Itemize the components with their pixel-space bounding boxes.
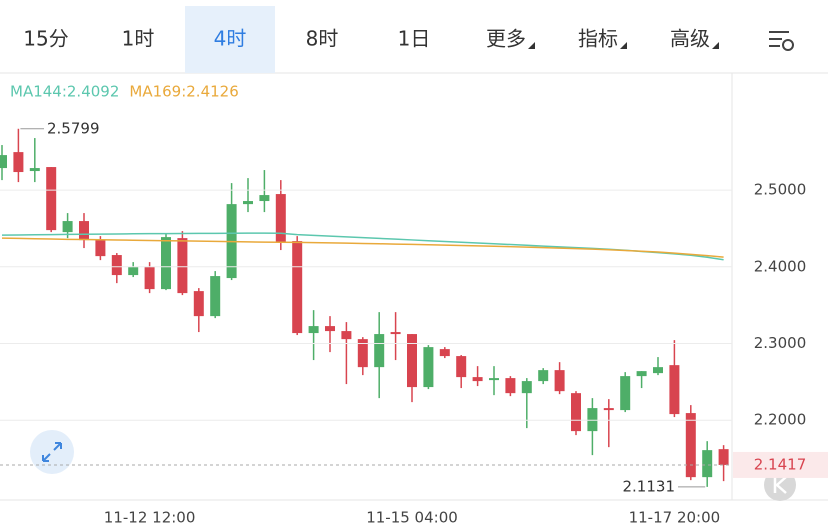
candle-body — [111, 255, 122, 276]
plot-area — [0, 128, 729, 487]
candle-body — [521, 381, 532, 394]
candle-body — [357, 339, 368, 368]
candle-body — [554, 370, 565, 392]
y-tick-label: 2.4000 — [754, 257, 807, 275]
candle-body — [210, 276, 221, 317]
y-tick-label: 2.5000 — [754, 181, 807, 199]
candle-body — [46, 167, 57, 231]
candle-body — [587, 408, 598, 432]
expand-button[interactable] — [30, 430, 74, 474]
candle-body — [292, 241, 303, 334]
candle-body — [702, 450, 713, 478]
candle-body — [13, 152, 24, 173]
settings-icon[interactable] — [769, 31, 794, 51]
ma-line — [1, 237, 724, 258]
candle-body — [374, 334, 385, 368]
candle-body — [243, 201, 253, 205]
candle-body — [29, 168, 40, 172]
tab[interactable]: 15分 — [23, 27, 68, 51]
candle-body — [325, 326, 335, 332]
candle-body — [472, 377, 483, 382]
candle-body — [456, 356, 467, 378]
high-marker-label: 2.5799 — [47, 119, 100, 137]
y-tick-label: 2.3000 — [754, 334, 807, 352]
legend-entry: MA169:2.4126 — [129, 83, 238, 101]
tab[interactable]: 4时 — [214, 27, 247, 51]
last-price-tag — [733, 451, 828, 478]
x-tick-label: 11-17 20:00 — [629, 509, 721, 527]
candle-body — [603, 408, 614, 411]
tab[interactable]: 8时 — [306, 27, 339, 51]
candle-body — [489, 378, 499, 381]
candle-body — [144, 267, 155, 290]
dropdown-caret — [620, 42, 627, 49]
dropdown-caret — [712, 42, 719, 49]
candle-body — [669, 365, 680, 415]
candle-body — [275, 194, 286, 243]
candle-body — [407, 334, 417, 388]
candle-body — [538, 370, 549, 382]
last-price-label: 2.1417 — [754, 455, 807, 473]
candle-body — [341, 331, 352, 340]
candle-body — [0, 155, 7, 169]
candle-body — [62, 221, 73, 233]
candle-body — [653, 367, 663, 374]
y-tick-label: 2.2000 — [754, 411, 807, 429]
x-tick-label: 11-12 12:00 — [104, 509, 196, 527]
dropdown-caret — [528, 42, 535, 49]
candle-body — [161, 237, 171, 290]
candle-body — [439, 349, 450, 357]
candle-body — [193, 291, 204, 317]
tab[interactable]: 更多 — [486, 27, 526, 51]
candle-body — [79, 221, 89, 241]
tab[interactable]: 高级 — [670, 27, 710, 51]
candle-body — [177, 238, 188, 294]
tab[interactable]: 1时 — [122, 27, 155, 51]
candle-body — [423, 347, 434, 388]
legend-entry: MA144:2.4092 — [10, 83, 119, 101]
candle-body — [259, 195, 270, 202]
x-tick-label: 11-15 04:00 — [366, 509, 458, 527]
low-marker-label: 2.1131 — [623, 477, 676, 495]
candle-body — [390, 332, 401, 335]
candle-body — [95, 240, 106, 257]
candle-body — [571, 393, 581, 432]
tab[interactable]: 指标 — [578, 27, 618, 51]
active-tab-bg — [185, 6, 275, 73]
candle-body — [636, 371, 647, 377]
tab[interactable]: 1日 — [398, 27, 431, 51]
candle-body — [620, 376, 631, 411]
candle-body — [718, 449, 729, 465]
candle-body — [685, 413, 696, 478]
candle-body — [505, 378, 516, 394]
candle-body — [308, 326, 319, 334]
candle-body — [128, 267, 139, 276]
